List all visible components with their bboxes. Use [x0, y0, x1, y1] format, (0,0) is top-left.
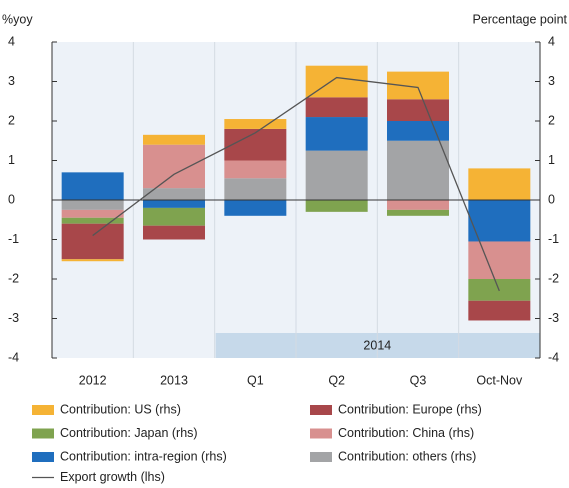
- x-tick-label: Q3: [410, 373, 427, 387]
- bar-segment: [61, 217, 124, 224]
- legend-swatch: [32, 428, 54, 439]
- y-tick-label: 4: [8, 34, 15, 48]
- y2-tick-label: -2: [548, 271, 559, 285]
- bar-segment: [224, 119, 287, 129]
- bar-segment: [387, 121, 449, 141]
- legend-swatch: [310, 452, 332, 462]
- y-tick-label: -2: [8, 271, 19, 285]
- legend-label: Contribution: Europe (rhs): [338, 402, 482, 416]
- bar-segment: [61, 223, 124, 260]
- bar-segment: [387, 99, 449, 121]
- y2-tick-label: 0: [548, 192, 555, 206]
- bar-segment: [468, 300, 531, 321]
- bar-segment: [61, 172, 124, 200]
- x-tick-label: Oct-Nov: [476, 373, 523, 387]
- y2-tick-label: -1: [548, 232, 559, 246]
- bar-segment: [468, 168, 531, 200]
- legend-label: Export growth (lhs): [60, 470, 165, 484]
- bar-segment: [61, 209, 124, 218]
- bar-segment: [468, 241, 531, 279]
- y2-tick-label: 4: [548, 34, 555, 48]
- legend-label: Contribution: US (rhs): [60, 402, 181, 416]
- bar-segment: [61, 259, 124, 262]
- bar-segment: [143, 225, 205, 240]
- bar-segment: [387, 209, 449, 216]
- x-tick-label: Q1: [247, 373, 264, 387]
- bar-segment: [61, 200, 124, 210]
- legend-label: Contribution: China (rhs): [338, 426, 474, 440]
- export-growth-line: [92, 76, 500, 292]
- y2-tick-label: -4: [548, 350, 559, 364]
- x-tick-label: Q2: [328, 373, 345, 387]
- bar-segment: [305, 150, 368, 200]
- y2-tick-label: 1: [548, 153, 555, 167]
- legend-label: Contribution: intra-region (rhs): [60, 449, 227, 463]
- y-tick-label: 3: [8, 74, 15, 88]
- y-tick-label: -4: [8, 350, 19, 364]
- y-tick-label: -3: [8, 311, 19, 325]
- bar-segment: [305, 200, 368, 212]
- bar-segment: [387, 140, 449, 200]
- y2-axis-label: Percentage point: [472, 12, 567, 26]
- bar-segment: [143, 144, 205, 189]
- legend-label: Contribution: Japan (rhs): [60, 426, 198, 440]
- bar-segment: [305, 117, 368, 151]
- y2-tick-label: -3: [548, 311, 559, 325]
- bar-segment: [143, 188, 205, 200]
- bar-segment: [387, 71, 449, 100]
- bar-segment: [224, 128, 287, 161]
- y-tick-label: 0: [8, 192, 15, 206]
- y-tick-label: -1: [8, 232, 19, 246]
- y2-tick-label: 3: [548, 74, 555, 88]
- y2-tick-label: 2: [548, 113, 555, 127]
- y-axis-label: %yoy: [2, 12, 33, 26]
- bar-segment: [143, 200, 205, 208]
- legend-swatch: [310, 405, 332, 415]
- bar-segment: [224, 200, 287, 216]
- bar-segment: [143, 134, 205, 145]
- legend-swatch: [32, 452, 54, 462]
- bar-segment: [143, 207, 205, 226]
- bar-segment: [468, 200, 531, 242]
- y-tick-label: 1: [8, 153, 15, 167]
- bar-segment: [224, 160, 287, 179]
- bar-segment: [224, 178, 287, 200]
- bar-segment: [305, 97, 368, 118]
- legend-swatch: [32, 405, 54, 415]
- legend-swatch: [310, 428, 332, 439]
- x-tick-label: 2013: [160, 373, 188, 387]
- legend-label: Contribution: others (rhs): [338, 449, 476, 463]
- y-tick-label: 2: [8, 113, 15, 127]
- x-tick-label: 2012: [79, 373, 107, 387]
- bar-segment: [387, 200, 449, 210]
